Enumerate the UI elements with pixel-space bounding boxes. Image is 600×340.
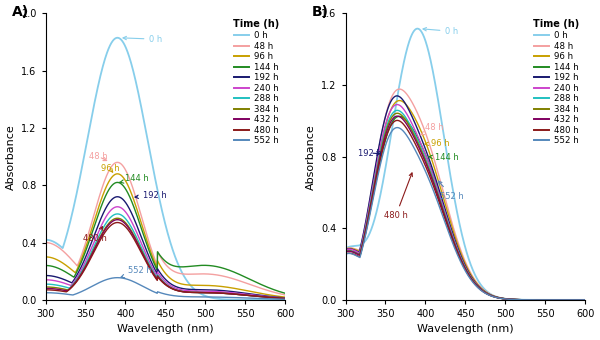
Text: 0 h: 0 h (123, 35, 163, 44)
Text: 144 h: 144 h (120, 174, 149, 183)
Legend: 0 h, 48 h, 96 h, 144 h, 192 h, 240 h, 288 h, 384 h, 432 h, 480 h, 552 h: 0 h, 48 h, 96 h, 144 h, 192 h, 240 h, 28… (231, 18, 281, 147)
Text: 0 h: 0 h (423, 27, 458, 36)
Text: A): A) (12, 5, 29, 19)
X-axis label: Wavelength (nm): Wavelength (nm) (117, 324, 214, 335)
Text: 552 h: 552 h (439, 181, 464, 201)
X-axis label: Wavelength (nm): Wavelength (nm) (417, 324, 514, 335)
Text: 144 h: 144 h (429, 153, 459, 162)
Text: 48 h: 48 h (420, 123, 444, 135)
Text: 96 h: 96 h (425, 139, 449, 148)
Text: 480 h: 480 h (384, 173, 412, 220)
Text: 192 h: 192 h (135, 191, 167, 200)
Text: 96 h: 96 h (101, 164, 119, 173)
Legend: 0 h, 48 h, 96 h, 144 h, 192 h, 240 h, 288 h, 384 h, 432 h, 480 h, 552 h: 0 h, 48 h, 96 h, 144 h, 192 h, 240 h, 28… (531, 18, 581, 147)
Text: B): B) (312, 5, 329, 19)
Y-axis label: Absorbance: Absorbance (5, 124, 16, 189)
Text: 552 h: 552 h (121, 266, 152, 278)
Text: 480 h: 480 h (83, 227, 107, 243)
Y-axis label: Absorbance: Absorbance (305, 124, 316, 189)
Text: 48 h: 48 h (89, 152, 108, 161)
Text: 192 h: 192 h (358, 149, 382, 157)
